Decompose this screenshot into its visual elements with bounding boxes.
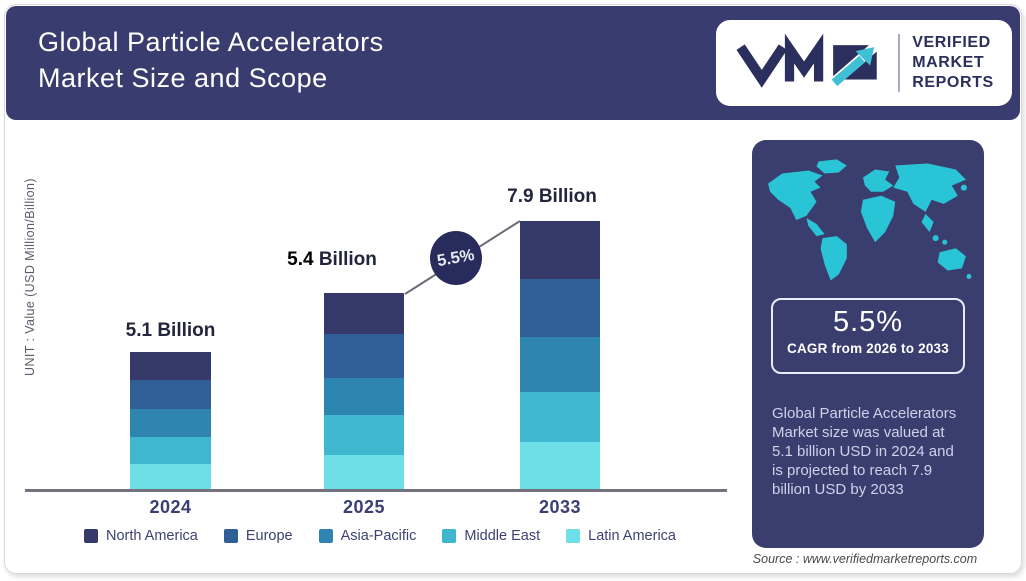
header-banner: Global Particle Accelerators Market Size… bbox=[6, 6, 1020, 120]
logo-word-market: MARKET bbox=[912, 54, 985, 71]
bar-value-label-2024: 5.1 Billion bbox=[125, 320, 216, 341]
legend-label: North America bbox=[105, 528, 198, 544]
cagr-circle-badge: 5.5% bbox=[430, 231, 482, 285]
x-axis-label-2033: 2033 bbox=[538, 497, 582, 517]
vmr-logo-mark-icon bbox=[736, 33, 887, 94]
vmr-logo: VERIFIED MARKET REPORTS bbox=[716, 20, 1012, 106]
segment-middle-east bbox=[130, 437, 211, 464]
page-title-line2: Market Size and Scope bbox=[38, 63, 328, 93]
logo-word-verified: VERIFIED bbox=[912, 34, 991, 51]
legend-label: Europe bbox=[245, 528, 293, 544]
legend-swatch-icon bbox=[223, 529, 238, 543]
segment-middle-east bbox=[520, 392, 600, 442]
segment-asia-pacific bbox=[324, 377, 404, 416]
cagr-circle-value: 5.5% bbox=[435, 245, 476, 270]
segment-europe bbox=[520, 278, 600, 338]
page-title-line1: Global Particle Accelerators bbox=[38, 27, 384, 57]
x-axis-label-2024: 2024 bbox=[149, 497, 192, 517]
legend-item-europe: Europe bbox=[223, 528, 293, 544]
logo-divider bbox=[898, 34, 901, 92]
segment-latin-america bbox=[520, 441, 600, 490]
sidebar-panel: 5.5% CAGR from 2026 to 2033 Global Parti… bbox=[752, 140, 984, 548]
legend-swatch-icon bbox=[318, 529, 333, 543]
bar-value-label-2025: 5.4 Billion bbox=[287, 249, 377, 270]
segment-latin-america bbox=[324, 454, 404, 490]
segment-north-america bbox=[520, 221, 600, 279]
logo-word-reports: REPORTS bbox=[912, 74, 994, 91]
cagr-box-value: 5.5% bbox=[832, 306, 904, 338]
y-axis-label: UNIT : Value (USD Million/Billion) bbox=[23, 178, 37, 376]
bar-2024 bbox=[130, 352, 211, 490]
legend-swatch-icon bbox=[566, 529, 581, 543]
segment-asia-pacific bbox=[130, 408, 211, 438]
cagr-box-caption: CAGR from 2026 to 2033 bbox=[787, 341, 949, 356]
segment-europe bbox=[324, 334, 404, 378]
logo-wordmark: VERIFIED MARKET REPORTS bbox=[912, 33, 994, 93]
segment-asia-pacific bbox=[520, 337, 600, 393]
legend-item-latin-america: Latin America bbox=[566, 528, 676, 544]
segment-north-america bbox=[324, 293, 404, 335]
bar-value-label-2033: 7.9 Billion bbox=[507, 186, 597, 207]
legend-swatch-icon bbox=[83, 529, 98, 543]
segment-north-america bbox=[130, 352, 211, 380]
market-summary-text: Global Particle Accelerators Market size… bbox=[772, 405, 957, 498]
page-title: Global Particle Accelerators Market Size… bbox=[38, 24, 384, 96]
source-line: Source : www.verifiedmarketreports.com bbox=[752, 552, 978, 566]
legend-label: Asia-Pacific bbox=[340, 528, 417, 544]
legend-item-middle-east: Middle East bbox=[442, 528, 540, 544]
segment-europe bbox=[130, 379, 211, 409]
legend-swatch-icon bbox=[442, 529, 457, 543]
x-axis-label-2025: 2025 bbox=[342, 497, 386, 517]
bar-2033 bbox=[520, 221, 600, 490]
x-axis-line bbox=[25, 489, 727, 492]
legend-label: Middle East bbox=[464, 528, 541, 544]
legend-label: Latin America bbox=[588, 528, 676, 544]
segment-latin-america bbox=[130, 463, 211, 490]
bar-2025 bbox=[324, 293, 404, 490]
world-map-icon bbox=[762, 156, 974, 290]
segment-middle-east bbox=[324, 415, 404, 455]
legend-item-asia-pacific: Asia-Pacific bbox=[318, 528, 417, 544]
legend: North America Europe Asia-Pacific Middle Ea… bbox=[30, 528, 730, 544]
legend-item-north-america: North America bbox=[83, 528, 198, 544]
cagr-box: 5.5% CAGR from 2026 to 2033 bbox=[771, 298, 965, 374]
